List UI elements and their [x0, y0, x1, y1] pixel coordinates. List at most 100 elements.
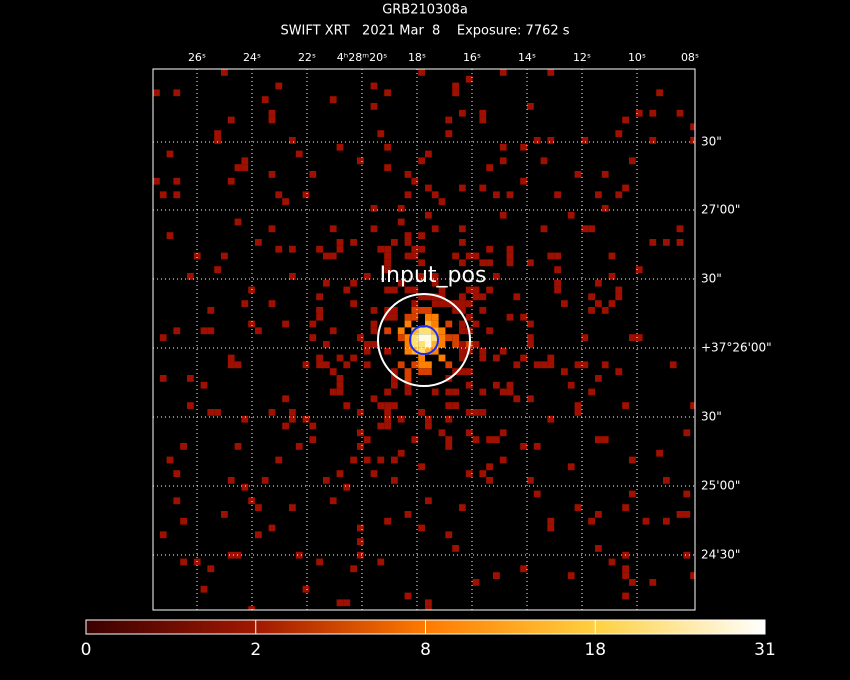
pixel: [595, 279, 602, 287]
pixel: [608, 273, 616, 280]
pixel: [459, 354, 466, 362]
pixel: [465, 313, 473, 321]
pixel: [370, 470, 378, 477]
pixel: [459, 320, 466, 328]
pixel: [635, 109, 643, 117]
pixel: [350, 456, 357, 464]
pixel: [445, 130, 453, 137]
pixel: [227, 551, 235, 559]
pixel: [465, 286, 473, 294]
pixel: [214, 266, 221, 273]
pixel: [418, 368, 425, 375]
pixel: [404, 313, 412, 321]
pixel: [221, 511, 228, 518]
pixel: [411, 286, 419, 294]
pixel: [261, 96, 269, 103]
pixel: [425, 361, 432, 369]
pixel: [499, 429, 507, 437]
pixel: [547, 252, 555, 260]
pixel: [370, 82, 378, 90]
pixel: [384, 517, 391, 525]
pixel: [445, 443, 453, 450]
pixel: [384, 415, 391, 423]
pixel: [567, 463, 575, 471]
pixel: [459, 504, 466, 511]
pixel: [595, 545, 602, 552]
pixel: [384, 327, 391, 335]
pixel: [486, 259, 493, 267]
pixel: [574, 361, 582, 369]
pixel: [404, 334, 412, 341]
pixel: [234, 164, 242, 171]
colorbar-label: 0: [81, 640, 92, 660]
pixel: [336, 388, 344, 396]
pixel: [479, 307, 487, 314]
top-tick-label: 26ˢ: [188, 51, 206, 64]
pixel: [608, 558, 616, 566]
pixel: [173, 191, 181, 199]
pixel: [418, 409, 425, 416]
pixel: [479, 354, 487, 362]
pixel: [663, 477, 670, 484]
pixel: [581, 225, 589, 233]
pixel: [459, 327, 466, 335]
pixel: [418, 334, 425, 341]
pixel: [533, 490, 541, 498]
pixel: [302, 585, 310, 593]
pixel: [357, 551, 364, 559]
pixel: [391, 375, 398, 382]
pixel: [540, 157, 548, 165]
pixel: [472, 436, 480, 443]
pixel: [309, 422, 317, 430]
pixel: [343, 483, 351, 491]
pixel: [690, 137, 695, 144]
pixel: [527, 320, 534, 328]
pixel: [656, 449, 663, 457]
pixel: [649, 239, 657, 246]
pixel: [479, 259, 487, 267]
pixel: [370, 225, 378, 233]
pixel: [180, 443, 187, 450]
pixel: [391, 313, 398, 321]
pixel: [452, 89, 459, 97]
pixel: [391, 402, 398, 409]
pixel: [227, 116, 235, 124]
pixel: [289, 504, 296, 511]
pixel: [445, 361, 453, 369]
pixel: [227, 477, 235, 484]
pixel: [343, 286, 351, 294]
pixel: [425, 422, 432, 430]
pixel: [357, 157, 364, 165]
colorbar-label: 8: [420, 640, 431, 660]
pixel: [404, 252, 412, 260]
pixel: [683, 490, 691, 498]
pixel: [295, 551, 303, 559]
top-tick-label: 14ˢ: [518, 51, 536, 64]
pixel: [397, 415, 405, 423]
pixel: [459, 225, 466, 233]
pixel: [459, 341, 466, 348]
pixel: [323, 252, 330, 260]
pixel: [601, 361, 609, 369]
pixel: [479, 388, 487, 396]
pixel: [567, 211, 575, 219]
pixel: [377, 130, 385, 137]
pixel: [676, 511, 684, 518]
right-tick-label: 30": [701, 272, 722, 286]
pixel: [397, 218, 405, 226]
source-region: [377, 293, 471, 387]
pixel: [533, 443, 541, 450]
pixel: [411, 307, 419, 314]
pixel: [431, 341, 439, 348]
pixel: [635, 266, 643, 273]
pixel: [459, 347, 466, 355]
pixel: [533, 137, 541, 144]
pixel: [629, 490, 636, 498]
pixel: [629, 579, 636, 586]
pixel: [418, 524, 425, 532]
pixel: [268, 109, 276, 117]
pixel: [187, 402, 194, 409]
pixel: [472, 320, 480, 328]
pixel: [486, 463, 493, 471]
pixel: [499, 143, 507, 151]
